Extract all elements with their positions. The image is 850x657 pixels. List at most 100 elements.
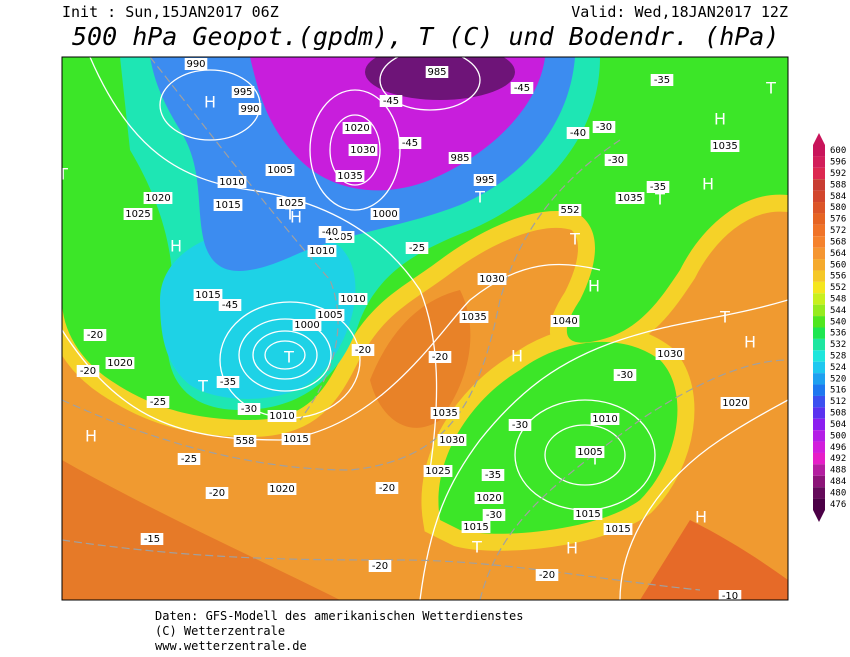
label-box [233, 435, 257, 447]
contour-label: 1015 [215, 200, 240, 211]
label-box [592, 121, 616, 133]
label-box [335, 170, 365, 182]
colorbar: 6005965925885845805765725685645605565525… [813, 133, 846, 522]
contour-label: -30 [608, 155, 624, 166]
colorbar-segment [813, 350, 825, 362]
contour-label: 1035 [461, 312, 486, 323]
low-core [160, 228, 356, 399]
colorbar-segment [813, 384, 825, 396]
label-box [710, 140, 740, 152]
colorbar-segment [813, 145, 825, 157]
pressure-centre: T [283, 348, 294, 367]
label-box [216, 376, 240, 388]
colorbar-label: 516 [830, 386, 846, 396]
contour-label: -35 [654, 75, 670, 86]
contour-label: -25 [409, 243, 425, 254]
colorbar-segment [813, 338, 825, 351]
contour-label: 1010 [219, 177, 244, 188]
label-box [276, 197, 306, 209]
label-box [338, 293, 368, 305]
label-box [315, 309, 345, 321]
label-box [603, 523, 633, 535]
contour-label: -35 [650, 182, 666, 193]
pressure-centre: H [588, 277, 600, 296]
valid-time: Valid: Wed,18JAN2017 12Z [571, 3, 788, 21]
pressure-centre: T [471, 538, 482, 557]
colorbar-segment [813, 156, 825, 168]
contour-label: -20 [209, 488, 225, 499]
label-box [379, 95, 403, 107]
contour-label: -30 [617, 370, 633, 381]
colorbar-segment [813, 270, 825, 282]
colorbar-label: 568 [830, 237, 846, 247]
contour-label: 1035 [432, 408, 457, 419]
label-box [615, 192, 645, 204]
label-box [218, 299, 242, 311]
contour-label: -25 [150, 397, 166, 408]
label-box [184, 58, 208, 70]
colorbar-label: 544 [830, 306, 846, 316]
contour-label: 1005 [317, 310, 342, 321]
label-box [477, 273, 507, 285]
pressure-centre: T [284, 205, 295, 224]
contour-label: -45 [383, 96, 399, 107]
pressure-centre: H [695, 508, 707, 527]
colorbar-label: 496 [830, 443, 846, 453]
contour-label: -20 [87, 330, 103, 341]
colorbar-segment [813, 407, 825, 419]
contour-label: -35 [220, 377, 236, 388]
label-box [76, 365, 100, 377]
pressure-centre: H [170, 237, 182, 256]
label-box [267, 483, 297, 495]
contour-label: 1035 [337, 171, 362, 182]
colorbar-label: 588 [830, 180, 846, 190]
label-box [473, 174, 497, 186]
contour-label: 1035 [617, 193, 642, 204]
contour-label: -20 [80, 366, 96, 377]
colorbar-segment [813, 418, 825, 431]
label-box [718, 590, 742, 600]
contour-label: 1025 [125, 209, 150, 220]
contour-label: 985 [450, 153, 469, 164]
contour-label: 558 [235, 436, 254, 447]
pressure-centre: H [566, 539, 578, 558]
label-box [604, 154, 628, 166]
contour-label: 1005 [577, 447, 602, 458]
contour-label: 1015 [195, 290, 220, 301]
label-box [342, 122, 372, 134]
contour-label: 1010 [340, 294, 365, 305]
colorbar-label: 528 [830, 352, 846, 362]
isotherms [62, 57, 788, 600]
colorbar-segment [813, 452, 825, 465]
colorbar-label: 488 [830, 466, 846, 476]
warm-region [62, 460, 340, 600]
pressure-centre: T [654, 190, 665, 209]
label-box [318, 226, 342, 238]
label-box [428, 351, 452, 363]
label-box [655, 348, 685, 360]
colorbar-segment [813, 202, 825, 214]
contour-label: 1015 [575, 509, 600, 520]
label-box [307, 245, 337, 257]
colorbar-segment [813, 293, 825, 305]
footer-line: www.wetterzentrale.de [155, 639, 307, 653]
contour-label: -30 [512, 420, 528, 431]
label-box [213, 199, 243, 211]
isobars [62, 57, 788, 600]
contour-label: 1010 [309, 246, 334, 257]
label-box [550, 315, 580, 327]
contour-label: 1035 [712, 141, 737, 152]
contour-label: 1010 [592, 414, 617, 425]
label-box [292, 319, 322, 331]
contour-label: 1040 [552, 316, 577, 327]
contour-label: 1020 [476, 493, 501, 504]
label-box [575, 446, 605, 458]
label-box [370, 208, 400, 220]
colorbar-arrow [813, 510, 825, 522]
label-box [650, 74, 674, 86]
pressure-centre: T [474, 188, 485, 207]
label-box [205, 487, 229, 499]
contour-label: -45 [222, 300, 238, 311]
